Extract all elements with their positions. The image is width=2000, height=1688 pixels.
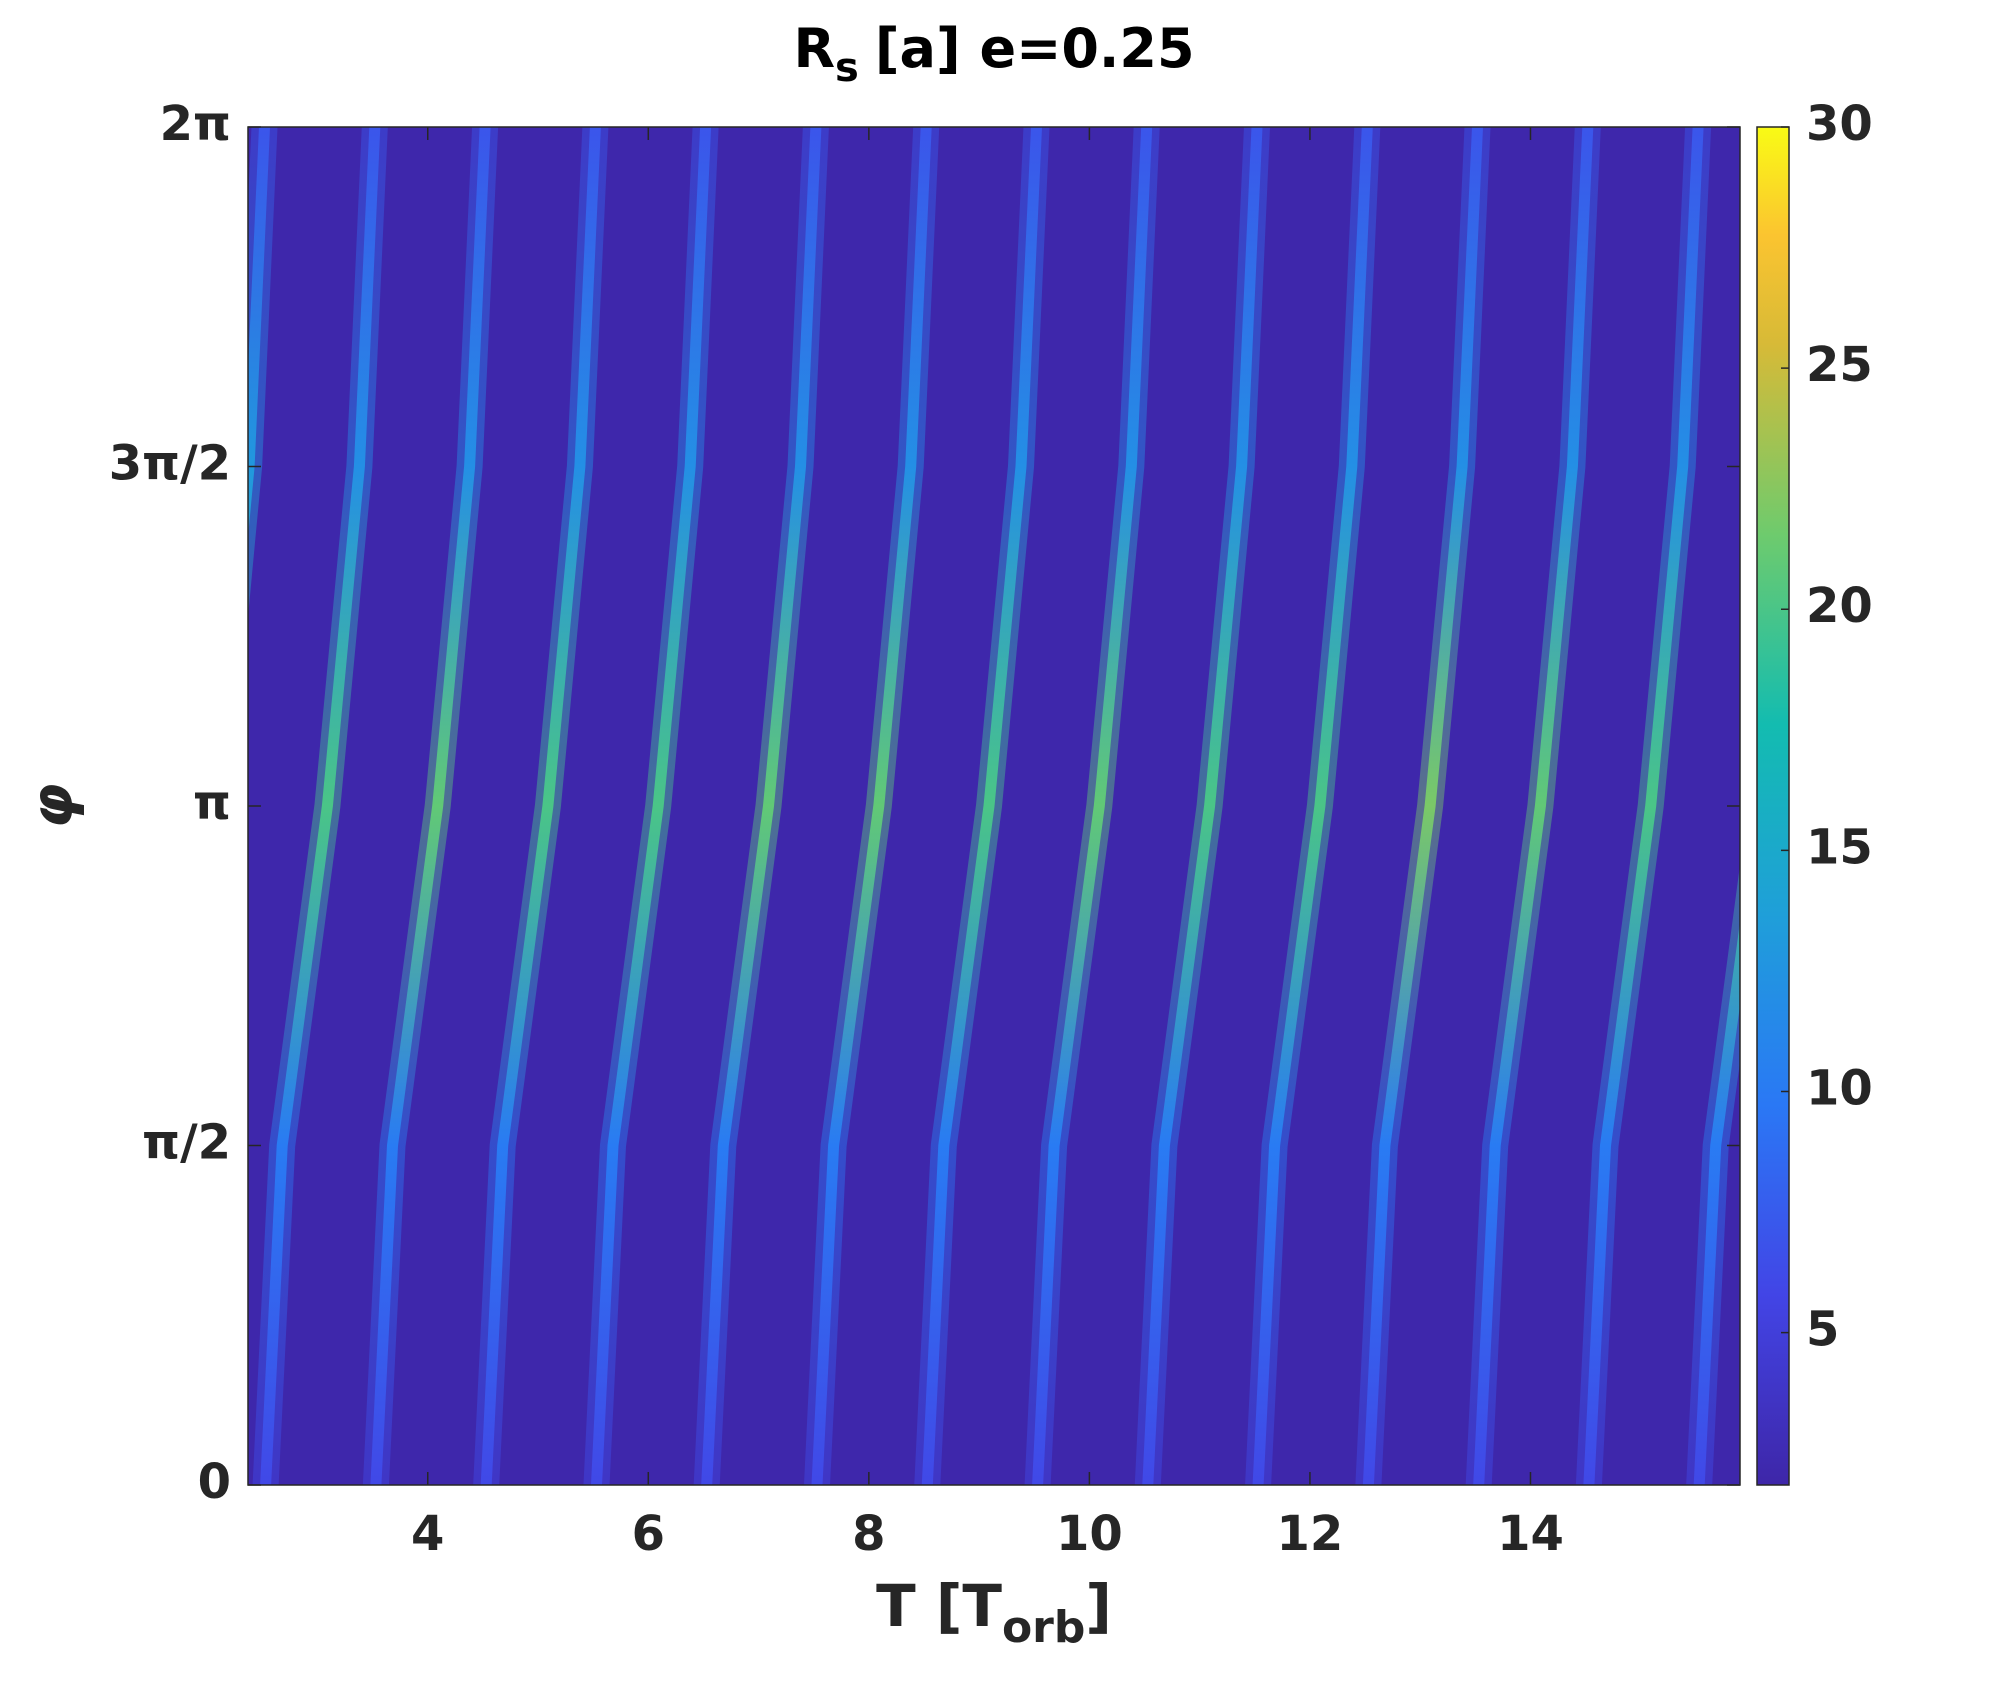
- xlabel-rest: ]: [1085, 1572, 1112, 1640]
- plot-area: [248, 127, 1740, 1485]
- y-axis-label: φ: [18, 783, 86, 828]
- xlabel-sub: orb: [1002, 1602, 1085, 1653]
- ridge: [480, 127, 601, 1485]
- ridge: [1252, 127, 1373, 1485]
- x-tick-label: 4: [411, 1506, 444, 1562]
- ridge: [591, 127, 712, 1485]
- title-sub: s: [835, 45, 859, 91]
- axes: 4 6 8 10 12 14 0 π/2 π 3π/2 2π 5 10 15 20 25 30: [109, 96, 1873, 1562]
- xlabel-main: T [T: [876, 1572, 1002, 1640]
- ridge: [701, 127, 822, 1485]
- colorbar-tick-label: 25: [1806, 337, 1873, 393]
- ridge: [248, 127, 270, 537]
- colorbar-tick-label: 30: [1806, 96, 1873, 152]
- x-axis-label: T [Torb]: [876, 1572, 1112, 1653]
- x-tick-label: 12: [1277, 1506, 1344, 1562]
- ridge: [811, 127, 932, 1485]
- title-rest: [a] e=0.25: [875, 17, 1195, 80]
- x-tick-label: 10: [1056, 1506, 1123, 1562]
- title-main: R: [793, 17, 835, 80]
- x-tick-label: 14: [1497, 1506, 1564, 1562]
- x-tick-label: 8: [852, 1506, 885, 1562]
- colorbar-tick-label: 10: [1806, 1060, 1873, 1116]
- y-tick-label: 2π: [160, 96, 231, 152]
- chart-title: Rs [a] e=0.25: [793, 17, 1194, 91]
- ridge: [1142, 127, 1263, 1485]
- y-tick-label: π/2: [142, 1115, 231, 1171]
- ridge: [260, 127, 381, 1485]
- ridge: [370, 127, 491, 1485]
- ridge: [1032, 127, 1153, 1485]
- ridge: [1473, 127, 1594, 1485]
- x-tick-label: 6: [632, 1506, 665, 1562]
- ridge: [1693, 921, 1740, 1485]
- colorbar-tick-label: 15: [1806, 819, 1873, 875]
- y-tick-label: 0: [198, 1454, 231, 1510]
- y-tick-label: π: [193, 775, 231, 831]
- ridge: [1362, 127, 1483, 1485]
- ridge: [921, 127, 1042, 1485]
- ridge: [1583, 127, 1704, 1485]
- colorbar-tick-label: 5: [1806, 1302, 1839, 1358]
- colorbar: [1756, 126, 1790, 1486]
- colorbar-tick-label: 20: [1806, 578, 1873, 634]
- y-tick-label: 3π/2: [109, 436, 231, 492]
